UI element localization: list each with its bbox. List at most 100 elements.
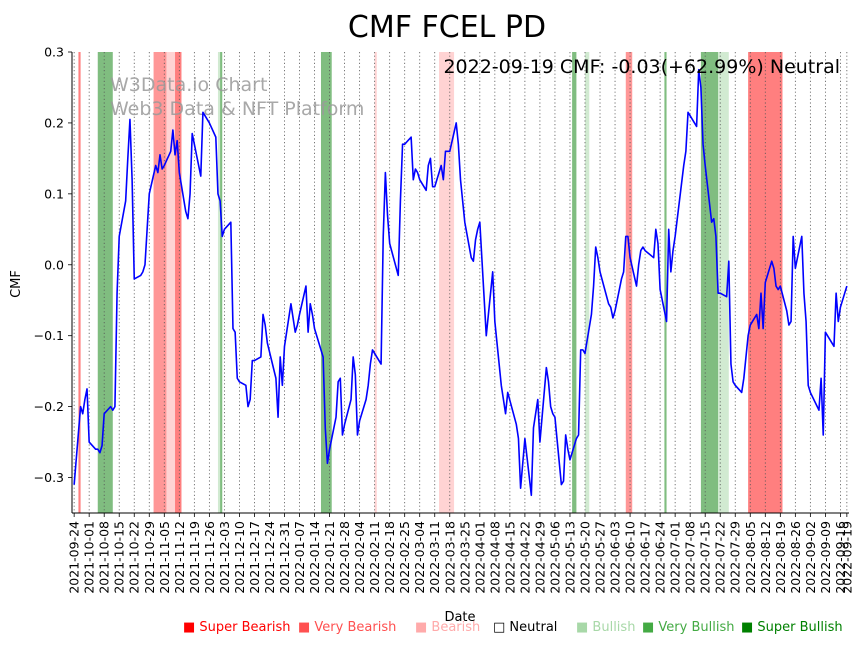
legend-swatch-icon: ■ [741, 620, 758, 635]
watermark-line-2: Web3 Data & NFT Platform [110, 98, 364, 120]
watermark-line-1: W3Data.io Chart [110, 74, 267, 96]
chart-title: CMF FCEL PD [348, 10, 546, 45]
region-super-bearish [175, 52, 182, 513]
x-tick-label: 2021-10-15 [112, 521, 127, 594]
latest-value-annotation: 2022-09-19 CMF: -0.03(+62.99%) Neutral [443, 56, 840, 78]
x-tick-label: 2022-01-28 [337, 521, 352, 594]
x-tick-label: 2021-11-12 [172, 521, 187, 594]
series-line-cmf [73, 68, 848, 497]
x-tick-label: 2022-02-11 [367, 521, 382, 594]
x-tick-label: 2022-03-18 [442, 521, 457, 594]
region-very-bearish [625, 52, 633, 513]
legend-item-very-bullish: ■ Very Bullish [642, 620, 734, 635]
x-tick-label: 2022-02-25 [397, 521, 412, 594]
x-tick-label: 2022-02-18 [382, 521, 397, 594]
x-tick-label: 2022-06-10 [623, 521, 638, 594]
x-tick-label: 2022-04-08 [487, 521, 502, 594]
x-tick-label: 2022-07-22 [713, 521, 728, 594]
x-tick-label: 2022-01-07 [292, 521, 307, 594]
x-tick-label: 2022-06-24 [653, 521, 668, 594]
x-tick-label: 2022-03-11 [427, 521, 442, 594]
x-tick-label: 2021-12-24 [262, 521, 277, 594]
region-very-bullish [700, 52, 719, 513]
legend-label: Very Bullish [658, 620, 735, 635]
legend-item-super-bullish: ■ Super Bullish [741, 620, 843, 635]
x-tick-label: 2022-07-29 [728, 521, 743, 594]
legend-label: Neutral [509, 620, 558, 635]
region-super-bearish [78, 52, 81, 513]
x-tick-label: 2021-12-03 [217, 521, 232, 594]
y-tick-label: 0.1 [44, 186, 64, 201]
x-tick-label: 2021-12-10 [232, 521, 247, 594]
region-very-bullish [97, 52, 113, 513]
x-tick-label: 2021-10-01 [82, 521, 97, 594]
x-tick-label: 2021-10-08 [97, 521, 112, 594]
x-tick-label: 2021-10-22 [127, 521, 142, 594]
legend-item-super-bearish: ■ Super Bearish [183, 620, 291, 635]
y-axis-ticks: −0.3 −0.2 −0.1 0.0 0.1 0.2 0.3 [34, 45, 72, 485]
region-bullish [718, 52, 729, 513]
x-tick-label: 2022-08-26 [788, 521, 803, 594]
x-tick-label: 2022-03-04 [412, 521, 427, 594]
legend-swatch-icon: ■ [298, 620, 315, 635]
legend-item-bullish: ■ Bullish [576, 620, 635, 635]
x-tick-label: 2022-05-13 [562, 521, 577, 594]
x-tick-label: 2022-06-03 [608, 521, 623, 594]
legend-label: Bullish [592, 620, 636, 635]
x-tick-label: 2022-01-14 [307, 521, 322, 594]
x-tick-label: 2022-09-02 [803, 521, 818, 594]
x-axis-label: Date [444, 610, 475, 625]
x-tick-label: 2022-06-17 [638, 521, 653, 594]
x-tick-label: 2022-04-15 [502, 521, 517, 594]
x-tick-label: 2022-09-16 [833, 521, 848, 594]
x-tick-label: 2022-05-06 [547, 521, 562, 594]
region-very-bullish [664, 52, 667, 513]
x-tick-label: 2022-09-19 [839, 521, 854, 594]
watermark: W3Data.io Chart Web3 Data & NFT Platform [110, 74, 364, 120]
legend-label: Very Bearish [314, 620, 397, 635]
region-bullish [217, 52, 221, 513]
y-tick-label: 0.0 [44, 257, 64, 272]
region-bearish [374, 52, 377, 513]
legend-swatch-icon: ■ [642, 620, 659, 635]
x-axis-ticks: 2021-09-24 2021-10-01 2021-10-08 2021-10-15… [67, 513, 854, 594]
legend-swatch-icon: ■ [183, 620, 200, 635]
x-tick-label: 2022-07-08 [683, 521, 698, 594]
x-tick-label: 2022-03-25 [457, 521, 472, 594]
region-bearish [439, 52, 455, 513]
x-tick-label: 2022-08-05 [743, 521, 758, 594]
legend-swatch-icon: □ [493, 620, 510, 635]
x-tick-label: 2021-11-19 [187, 521, 202, 594]
y-tick-label: 0.2 [44, 115, 64, 130]
x-tick-label: 2021-09-24 [67, 521, 82, 594]
y-tick-label: 0.3 [44, 45, 64, 60]
legend-label: Bearish [431, 620, 481, 635]
x-tick-label: 2022-05-20 [577, 521, 592, 594]
x-tick-label: 2021-11-26 [202, 521, 217, 594]
x-tick-label: 2022-04-01 [472, 521, 487, 594]
x-tick-label: 2021-12-17 [247, 521, 262, 594]
region-very-bullish [220, 52, 223, 513]
x-tick-label: 2021-12-31 [277, 521, 292, 594]
x-tick-label: 2022-08-12 [758, 521, 773, 594]
axes [71, 52, 849, 514]
region-very-bullish [572, 52, 577, 513]
y-axis-label: CMF [9, 270, 24, 298]
legend-label: Super Bearish [199, 620, 291, 635]
y-tick-label: −0.3 [34, 470, 64, 485]
series-layer [73, 68, 848, 497]
legend-label: Super Bullish [757, 620, 843, 635]
region-bearish [166, 52, 176, 513]
signal-legend: ■ Super Bearish ■ Very Bearish ■ Bearish □ … [0, 620, 867, 640]
x-tick-label: 2022-02-04 [352, 521, 367, 594]
x-tick-label: 2022-09-09 [818, 521, 833, 594]
y-tick-label: −0.2 [34, 399, 64, 414]
region-very-bullish [320, 52, 332, 513]
x-tick-label: 2021-10-29 [142, 521, 157, 594]
x-tick-label: 2022-07-15 [698, 521, 713, 594]
x-tick-label: 2022-01-21 [322, 521, 337, 594]
legend-swatch-icon: ■ [415, 620, 432, 635]
x-tick-label: 2022-05-27 [593, 521, 608, 594]
vertical-gridlines [73, 52, 848, 513]
